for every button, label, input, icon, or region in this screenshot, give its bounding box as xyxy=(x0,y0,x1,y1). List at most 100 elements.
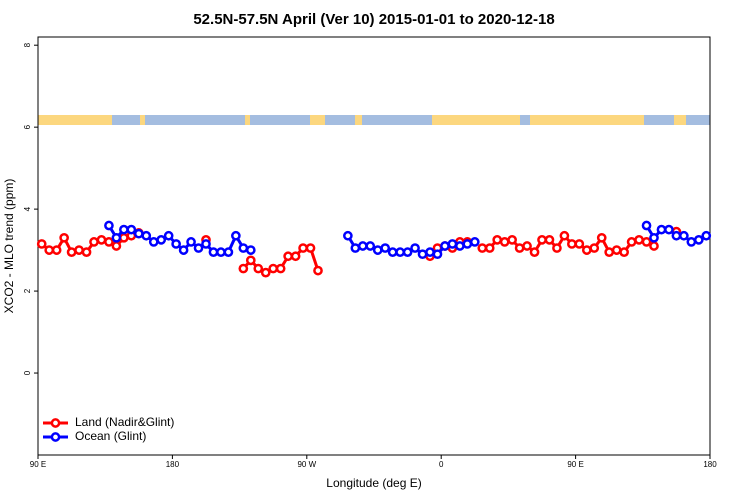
data-point xyxy=(163,230,174,241)
data-point xyxy=(679,230,689,241)
data-point xyxy=(649,241,659,251)
data-point xyxy=(238,243,249,253)
data-point xyxy=(544,235,555,245)
data-point xyxy=(387,247,398,257)
data-point xyxy=(537,235,547,245)
y-tick-label: 6 xyxy=(23,124,32,129)
data-point xyxy=(186,237,196,247)
data-point xyxy=(298,243,308,253)
data-point xyxy=(216,247,226,257)
data-point xyxy=(589,243,600,253)
data-point xyxy=(253,263,264,274)
data-point xyxy=(81,247,92,257)
data-point xyxy=(492,235,503,245)
data-point xyxy=(693,235,704,245)
data-point xyxy=(552,243,562,253)
x-tick-label: 0 xyxy=(439,460,444,469)
data-point xyxy=(626,237,637,247)
data-point xyxy=(365,241,376,251)
data-point xyxy=(649,232,659,243)
data-point xyxy=(581,245,592,255)
data-point xyxy=(477,243,488,253)
data-point xyxy=(469,237,480,247)
data-point xyxy=(529,247,540,257)
x-tick-label: 180 xyxy=(166,460,180,469)
y-axis-label: XCO2 - MLO trend (ppm) xyxy=(2,179,16,314)
data-point xyxy=(395,247,405,257)
data-point xyxy=(440,241,450,251)
data-point xyxy=(89,237,99,247)
data-point xyxy=(514,243,525,253)
data-point xyxy=(686,237,697,247)
data-point xyxy=(44,245,55,255)
data-point xyxy=(66,247,77,257)
data-point xyxy=(133,228,144,239)
data-point xyxy=(283,251,293,262)
land-ocean-strip xyxy=(38,115,710,125)
data-point xyxy=(432,249,443,260)
data-point xyxy=(664,224,674,235)
data-point xyxy=(104,220,114,231)
data-point xyxy=(417,249,428,260)
data-point xyxy=(522,241,532,251)
y-tick-label: 8 xyxy=(23,42,32,47)
data-point xyxy=(641,237,652,247)
data-point xyxy=(507,235,517,245)
data-point xyxy=(275,263,286,274)
data-point xyxy=(74,245,84,255)
data-point xyxy=(343,230,353,241)
x-tick-label: 90 E xyxy=(30,460,46,469)
y-tick-label: 0 xyxy=(23,370,32,375)
data-point xyxy=(223,247,234,257)
data-point xyxy=(574,239,585,249)
data-point xyxy=(231,230,241,241)
data-point xyxy=(305,243,316,253)
data-point xyxy=(402,247,413,257)
data-point xyxy=(156,235,167,245)
data-point xyxy=(148,237,159,247)
data-point xyxy=(119,224,129,235)
data-point xyxy=(126,224,137,235)
data-point xyxy=(499,237,510,247)
data-point xyxy=(141,230,152,241)
legend-label: Ocean (Glint) xyxy=(75,429,146,443)
data-point xyxy=(245,255,256,266)
data-point xyxy=(559,230,570,241)
chart-title: 52.5N-57.5N April (Ver 10) 2015-01-01 to… xyxy=(193,11,554,28)
data-point xyxy=(701,230,712,241)
data-point xyxy=(36,239,47,249)
data-point xyxy=(357,241,368,251)
data-point xyxy=(260,267,271,278)
data-point xyxy=(290,251,301,262)
x-axis-label: Longitude (deg E) xyxy=(326,476,421,490)
data-point xyxy=(51,245,62,255)
data-point xyxy=(350,243,361,253)
data-point xyxy=(104,237,114,247)
data-point xyxy=(208,247,219,257)
data-point xyxy=(425,247,435,257)
data-point xyxy=(634,235,644,245)
data-point xyxy=(619,247,629,257)
data-point xyxy=(245,245,256,255)
data-point xyxy=(171,239,181,249)
data-point xyxy=(96,235,107,245)
data-point xyxy=(656,224,667,235)
data-point xyxy=(484,243,495,253)
data-point xyxy=(410,243,420,253)
data-point xyxy=(178,245,189,255)
data-point xyxy=(447,239,458,249)
data-point xyxy=(611,245,622,255)
y-tick-label: 4 xyxy=(23,206,32,211)
data-point xyxy=(193,243,204,253)
legend-marker xyxy=(50,432,61,442)
data-point xyxy=(596,232,607,243)
data-point xyxy=(372,245,383,255)
x-tick-label: 180 xyxy=(703,460,717,469)
data-point xyxy=(380,243,391,253)
y-tick-label: 2 xyxy=(23,288,32,293)
data-point xyxy=(567,239,577,249)
data-point xyxy=(462,239,473,249)
data-point xyxy=(111,232,122,243)
x-tick-label: 90 W xyxy=(297,460,316,469)
